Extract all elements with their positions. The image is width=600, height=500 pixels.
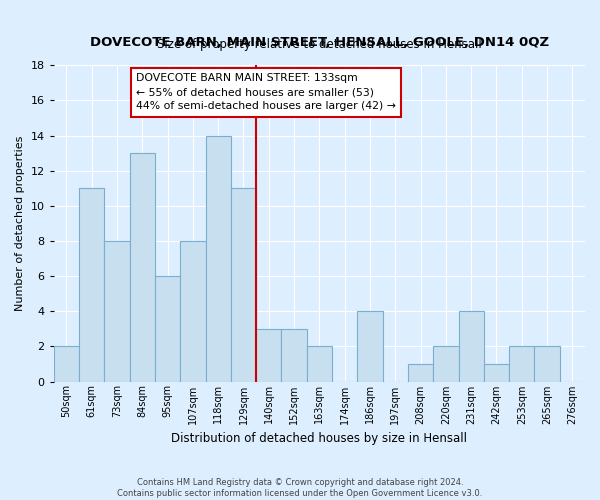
Bar: [307, 346, 332, 382]
Bar: [256, 329, 281, 382]
Bar: [509, 346, 535, 382]
Bar: [180, 241, 206, 382]
Bar: [130, 153, 155, 382]
Bar: [231, 188, 256, 382]
Bar: [54, 346, 79, 382]
X-axis label: Distribution of detached houses by size in Hensall: Distribution of detached houses by size …: [172, 432, 467, 445]
Bar: [458, 311, 484, 382]
Bar: [484, 364, 509, 382]
Text: DOVECOTE BARN MAIN STREET: 133sqm
← 55% of detached houses are smaller (53)
44% : DOVECOTE BARN MAIN STREET: 133sqm ← 55% …: [136, 73, 396, 111]
Y-axis label: Number of detached properties: Number of detached properties: [15, 136, 25, 311]
Bar: [408, 364, 433, 382]
Bar: [79, 188, 104, 382]
Text: Contains HM Land Registry data © Crown copyright and database right 2024.
Contai: Contains HM Land Registry data © Crown c…: [118, 478, 482, 498]
Bar: [433, 346, 458, 382]
Bar: [535, 346, 560, 382]
Bar: [104, 241, 130, 382]
Bar: [281, 329, 307, 382]
Bar: [358, 311, 383, 382]
Bar: [206, 136, 231, 382]
Bar: [155, 276, 180, 382]
Text: Size of property relative to detached houses in Hensall: Size of property relative to detached ho…: [157, 38, 482, 51]
Title: DOVECOTE BARN, MAIN STREET, HENSALL, GOOLE, DN14 0QZ: DOVECOTE BARN, MAIN STREET, HENSALL, GOO…: [90, 36, 549, 49]
